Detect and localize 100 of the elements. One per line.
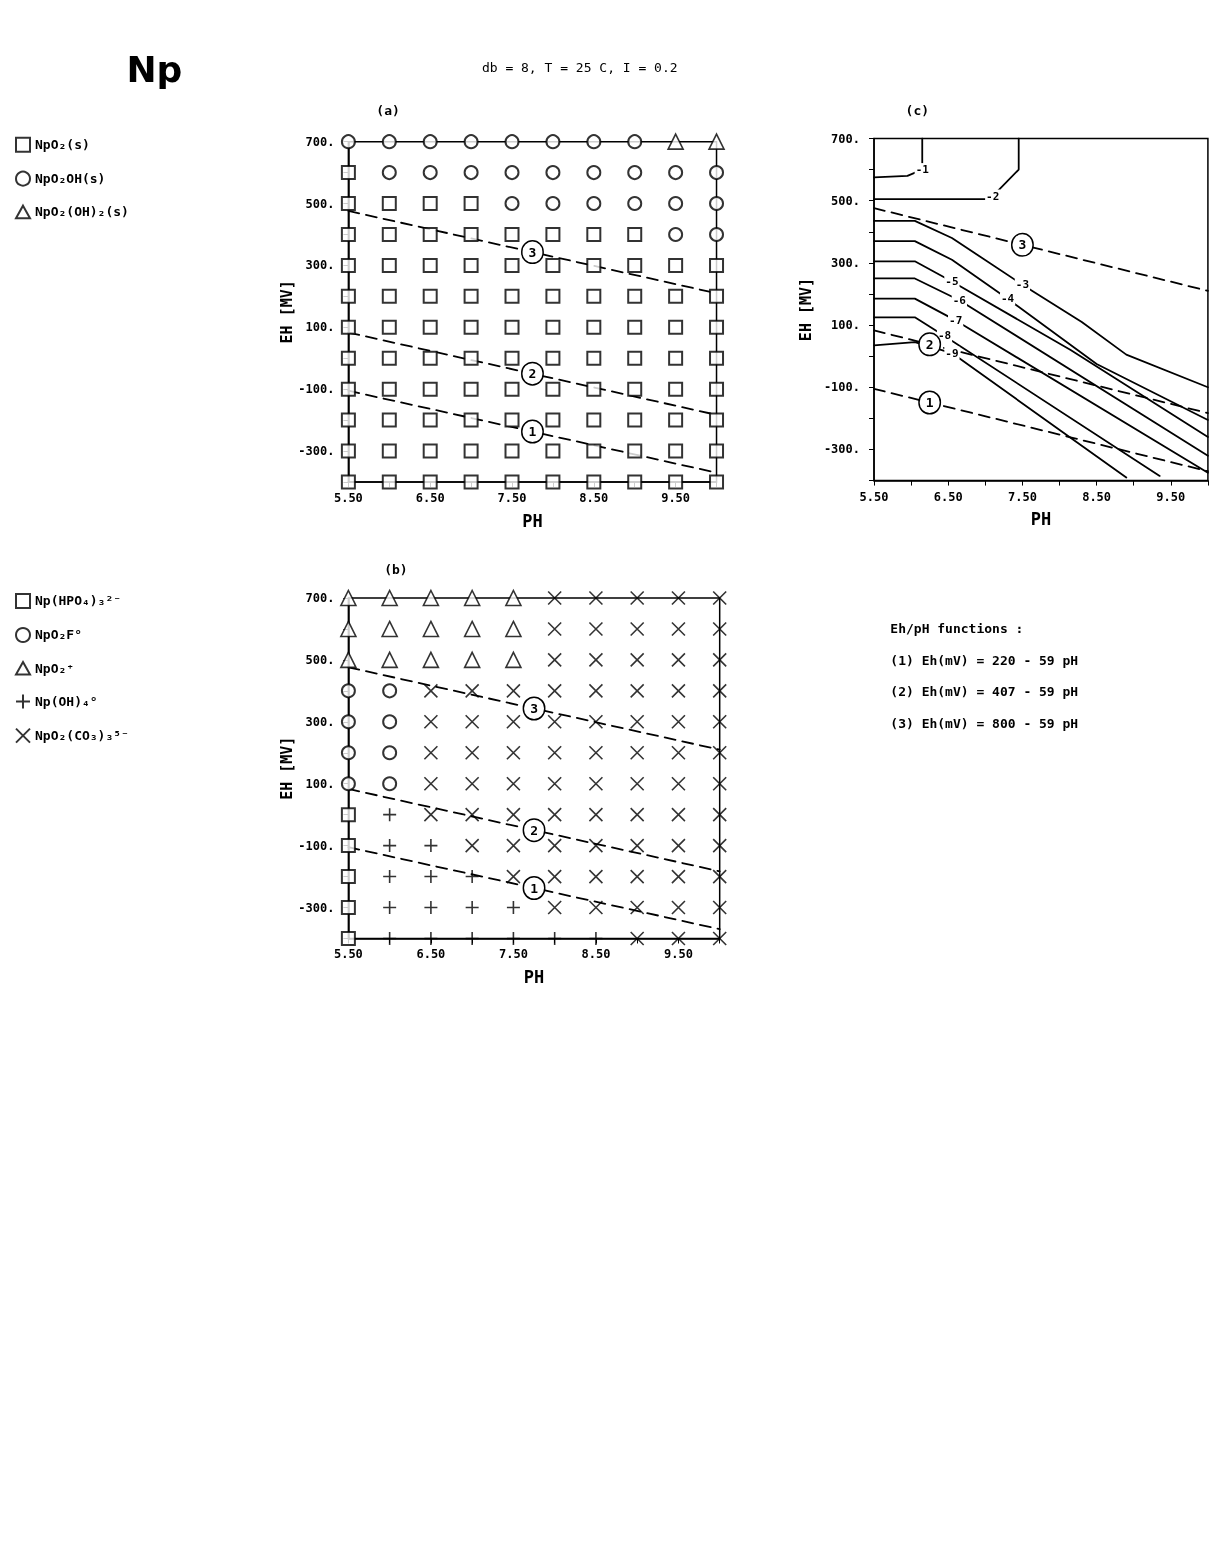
legend-label: NpO₂F° <box>35 626 82 642</box>
point <box>340 806 356 822</box>
point <box>382 682 398 698</box>
point <box>340 775 356 791</box>
point <box>464 868 480 884</box>
series-label: 1 <box>528 424 537 440</box>
series-label: 2 <box>530 822 538 838</box>
x-tick-label: 9.50 <box>663 946 693 961</box>
point <box>667 133 684 150</box>
point <box>381 589 398 606</box>
point <box>340 744 356 760</box>
point <box>382 806 397 822</box>
y-axis-title: EH [MV] <box>277 280 296 344</box>
point <box>463 134 479 150</box>
point <box>423 868 439 884</box>
y-axis-title: EH [MV] <box>796 277 815 342</box>
point <box>422 134 438 150</box>
point <box>505 651 522 668</box>
point <box>668 165 684 181</box>
point <box>340 930 356 946</box>
point <box>382 744 398 760</box>
point <box>464 930 480 946</box>
y-tick-label: -100. <box>298 838 335 853</box>
series-label: -6 <box>952 293 967 307</box>
series-label: -4 <box>1000 292 1015 306</box>
point <box>709 196 725 212</box>
x-tick-label: 6.50 <box>933 489 963 504</box>
x-tick-label: 9.50 <box>1156 489 1186 504</box>
point <box>588 930 604 946</box>
point <box>545 165 561 181</box>
point <box>504 134 520 150</box>
point <box>504 165 520 181</box>
text: Eh/pH functions : <box>890 620 1024 636</box>
point <box>506 930 521 946</box>
x-tick-label: 5.50 <box>333 946 363 961</box>
y-tick-label: -300. <box>823 442 861 457</box>
series-label: 1 <box>530 880 539 896</box>
point <box>668 196 684 212</box>
point <box>422 620 440 637</box>
series-label: -1 <box>915 163 930 177</box>
x-tick-label: 6.50 <box>416 946 446 961</box>
series-label: 2 <box>925 336 934 352</box>
series-label: -3 <box>1015 278 1030 292</box>
point <box>423 930 439 946</box>
point <box>381 620 398 637</box>
legend-label: NpO₂OH(s) <box>35 171 106 187</box>
point <box>340 589 357 606</box>
point <box>381 651 398 668</box>
x-tick-label: 8.50 <box>579 491 609 505</box>
text: (3) Eh(mV) = 800 - 59 pH <box>890 715 1079 731</box>
y-tick-label: 500. <box>305 196 335 211</box>
point <box>463 165 479 181</box>
x-tick-label: 5.50 <box>333 491 363 505</box>
point <box>422 651 440 668</box>
point <box>381 165 397 181</box>
y-axis-title: EH [MV] <box>277 736 296 800</box>
x-axis-title: PH <box>1030 509 1052 530</box>
point <box>423 899 439 915</box>
legend-label: NpO₂(OH)₂(s) <box>35 204 129 220</box>
point <box>463 651 481 668</box>
point <box>463 620 481 637</box>
point <box>547 930 562 946</box>
y-tick-label: -100. <box>823 380 861 395</box>
point <box>586 165 602 181</box>
legend-label: NpO₂(s) <box>35 137 90 153</box>
point <box>422 165 438 181</box>
point <box>340 899 356 915</box>
series-label: 2 <box>528 366 537 382</box>
point <box>340 868 356 884</box>
y-tick-label: -300. <box>298 900 335 915</box>
point <box>506 899 521 915</box>
series-label: -9 <box>945 346 959 360</box>
point <box>340 134 356 150</box>
point <box>340 837 356 853</box>
point <box>422 589 440 606</box>
y-tick-label: 700. <box>305 590 335 605</box>
y-tick-label: 500. <box>831 193 861 208</box>
y-tick-label: 700. <box>831 131 861 146</box>
point <box>340 620 357 637</box>
x-tick-label: 7.50 <box>1007 489 1037 504</box>
x-tick-label: 7.50 <box>498 946 528 961</box>
point <box>668 226 684 242</box>
legend-label: NpO₂⁺ <box>35 660 75 676</box>
x-tick-label: 8.50 <box>581 946 611 961</box>
text: (1) Eh(mV) = 220 - 59 pH <box>890 652 1079 668</box>
x-axis-title: PH <box>522 510 543 531</box>
x-tick-label: 6.50 <box>415 491 445 505</box>
x-tick-label: 9.50 <box>661 491 691 505</box>
point <box>627 134 643 150</box>
point <box>504 196 520 212</box>
point <box>709 165 725 181</box>
series-label: 1 <box>925 395 934 411</box>
series-label: 3 <box>528 244 537 260</box>
y-tick-label: 500. <box>305 652 335 667</box>
chart-title: (b) <box>384 561 408 577</box>
point <box>382 899 397 915</box>
series-label: -5 <box>945 275 959 289</box>
y-tick-label: -300. <box>298 444 335 459</box>
x-tick-label: 5.50 <box>859 489 889 504</box>
point <box>545 196 561 212</box>
